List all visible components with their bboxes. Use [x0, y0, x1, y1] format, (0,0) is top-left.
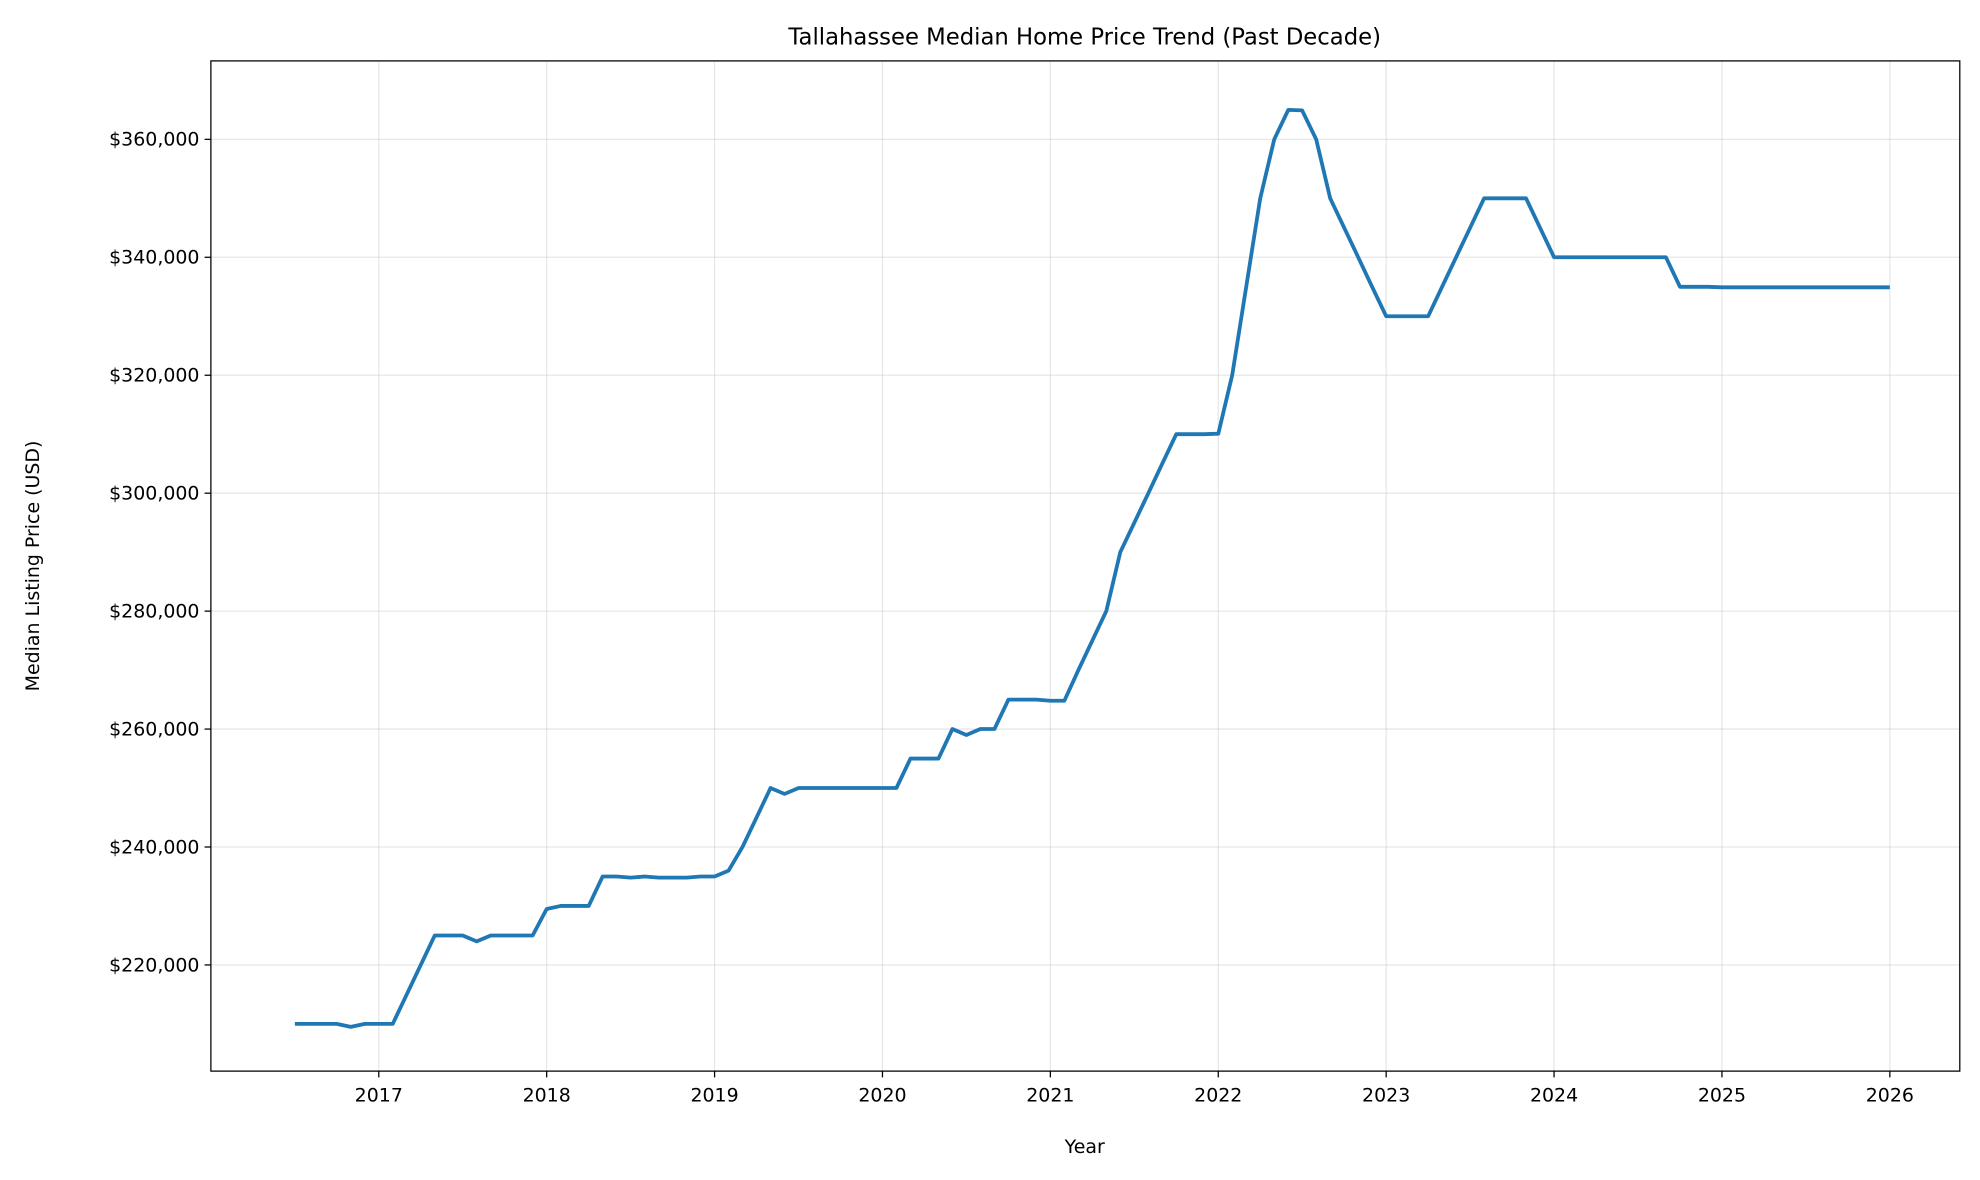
x-tick-label: 2020 — [858, 1084, 906, 1106]
y-axis: $220,000 $240,000 $260,000 $280,000 $300,000… — [109, 129, 211, 976]
y-axis-label: Median Listing Price (USD) — [22, 441, 44, 692]
x-tick-label: 2025 — [1698, 1084, 1746, 1106]
x-tick-label: 2023 — [1362, 1084, 1410, 1106]
x-tick-label: 2024 — [1530, 1084, 1578, 1106]
x-tick-label: 2026 — [1866, 1084, 1914, 1106]
grid — [210, 60, 1960, 1072]
y-tick-label: $360,000 — [109, 129, 199, 151]
y-tick-label: $220,000 — [109, 954, 199, 976]
x-tick-label: 2017 — [355, 1084, 403, 1106]
y-tick-label: $240,000 — [109, 836, 199, 858]
plot-frame — [210, 60, 1961, 1072]
series-line — [294, 108, 1890, 1029]
y-tick-label: $300,000 — [109, 482, 199, 504]
y-tick-label: $320,000 — [109, 365, 199, 387]
x-tick-label: 2018 — [523, 1084, 571, 1106]
x-tick-label: 2021 — [1026, 1084, 1074, 1106]
x-tick-label: 2019 — [690, 1084, 738, 1106]
x-tick-label: 2022 — [1194, 1084, 1242, 1106]
y-tick-label: $340,000 — [109, 247, 199, 269]
y-tick-label: $280,000 — [109, 600, 199, 622]
x-axis: 2017 2018 2019 2020 2021 2022 2023 2024 2025 2026 — [355, 1071, 1914, 1106]
x-axis-label: Year — [1064, 1136, 1105, 1158]
y-tick-label: $260,000 — [109, 718, 199, 740]
chart-title: Tallahassee Median Home Price Trend (Pas… — [787, 24, 1381, 50]
